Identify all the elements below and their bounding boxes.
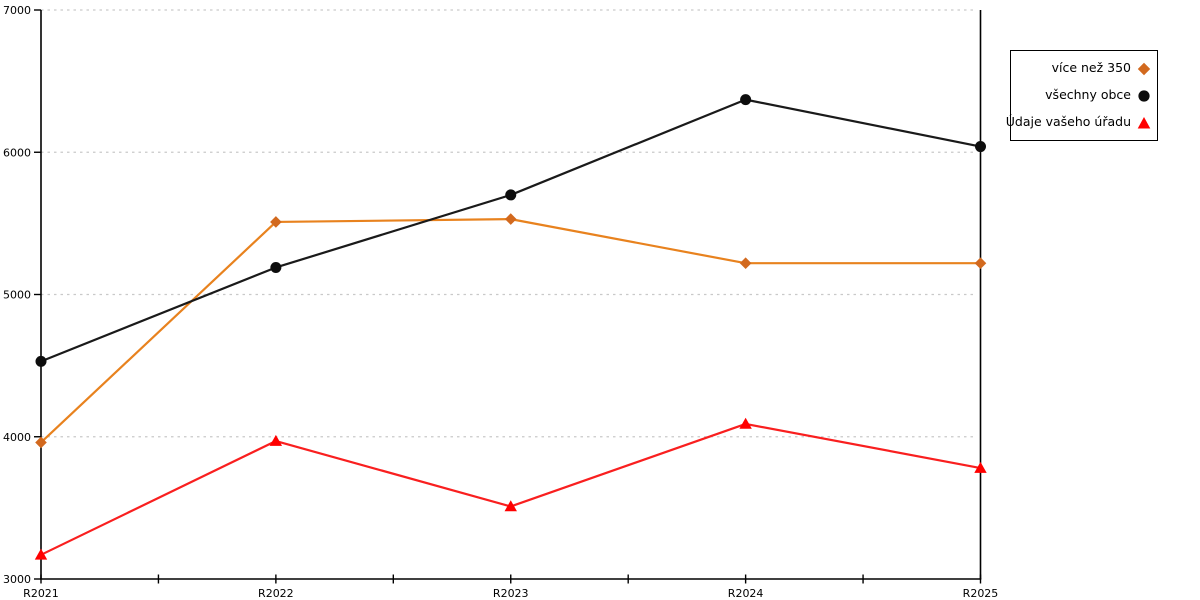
x-tick-label: R2025 <box>963 587 999 600</box>
legend-item: Údaje vašeho úřadu <box>1006 116 1151 130</box>
diamond-data-point <box>35 436 47 449</box>
x-tick-label: R2023 <box>493 587 529 600</box>
diamond-data-point <box>504 213 517 225</box>
circle-marker-icon <box>1137 89 1151 103</box>
x-tick-label: R2022 <box>258 587 294 600</box>
triangle-data-point <box>504 500 517 512</box>
triangle-marker-icon <box>1137 116 1151 130</box>
y-tick-label: 7000 <box>3 4 31 17</box>
diamond-data-point <box>974 257 987 270</box>
y-tick-label: 4000 <box>3 431 31 444</box>
x-tick-label: R2021 <box>23 587 59 600</box>
legend-item-label: více než 350 <box>1051 60 1131 76</box>
diamond-marker-icon <box>1137 62 1151 76</box>
circle-data-point <box>505 189 517 201</box>
x-tick-label: R2024 <box>728 587 764 600</box>
circle-data-point <box>35 355 47 367</box>
diamond-data-point <box>270 216 282 228</box>
legend-item-label: Údaje vašeho úřadu <box>1005 114 1131 130</box>
triangle-data-point <box>739 417 752 429</box>
triangle-data-point <box>269 434 283 446</box>
series-line-circle <box>39 98 982 363</box>
legend: více než 350 všechny obce Údaje vašeho ú… <box>1006 50 1158 141</box>
legend-item: více než 350 <box>1017 62 1151 76</box>
y-tick-label: 5000 <box>3 289 31 302</box>
triangle-data-point <box>974 461 987 473</box>
series-line-diamond <box>39 218 982 444</box>
series-line-triangle <box>39 422 982 556</box>
circle-data-point <box>270 261 282 273</box>
circle-data-point <box>740 94 752 106</box>
diamond-data-point <box>739 257 752 270</box>
y-tick-label: 3000 <box>3 573 31 586</box>
legend-item-label: všechny obce <box>1045 87 1131 103</box>
triangle-data-point <box>34 548 48 560</box>
circle-data-point <box>975 141 986 153</box>
y-tick-label: 6000 <box>3 146 31 159</box>
legend-item: všechny obce <box>1017 89 1151 103</box>
